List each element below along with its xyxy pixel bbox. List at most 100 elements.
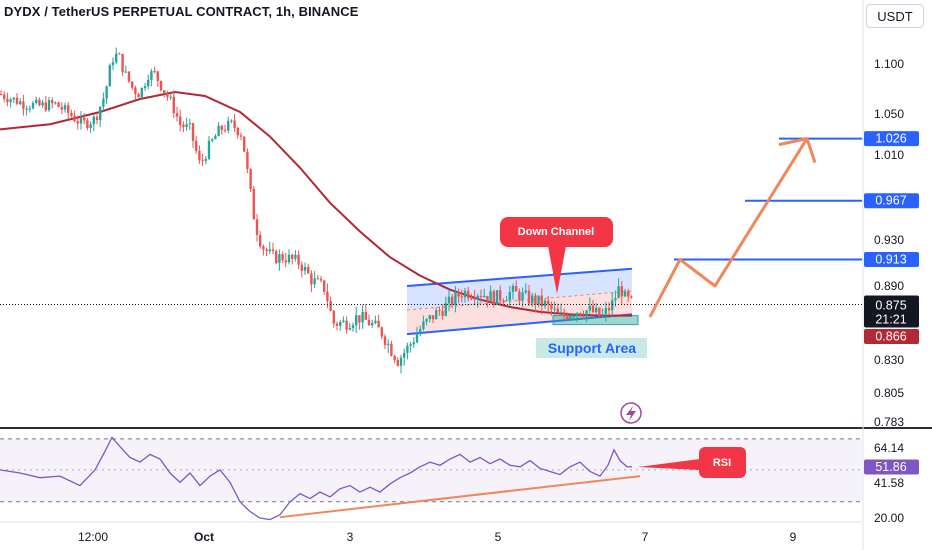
candle-body: [499, 290, 502, 301]
candle: [60, 102, 63, 115]
candle-body: [329, 301, 332, 311]
candle: [339, 320, 342, 331]
rsi-panel: RSI: [0, 436, 862, 521]
candle: [627, 288, 630, 303]
candle: [329, 296, 332, 312]
candle: [620, 281, 623, 305]
candle-body: [38, 99, 41, 106]
candle: [447, 289, 451, 312]
candle: [198, 145, 201, 164]
candle-body: [374, 320, 377, 323]
candle-body: [214, 136, 217, 140]
candle: [300, 261, 303, 278]
candle: [137, 92, 140, 98]
candle: [399, 354, 403, 374]
candle: [470, 293, 473, 301]
candle-body: [239, 135, 243, 137]
time-tick-label: 12:00: [78, 530, 108, 544]
candle-body: [230, 120, 233, 122]
candle: [374, 315, 377, 325]
candle: [115, 47, 118, 64]
currency-button[interactable]: USDT: [866, 4, 924, 28]
candle: [143, 82, 147, 91]
candle-body: [367, 319, 371, 326]
candle: [281, 251, 284, 263]
price-tick-label: 0.805: [874, 386, 904, 400]
candle: [294, 249, 297, 262]
candle: [543, 298, 547, 310]
candle: [518, 288, 521, 305]
candle-body: [470, 298, 473, 300]
candle: [588, 297, 591, 314]
candle-body: [51, 100, 54, 104]
candle: [6, 92, 9, 107]
candle: [403, 348, 406, 366]
rsi-callout-pointer: [638, 459, 700, 470]
candle: [124, 65, 127, 74]
rsi-axis[interactable]: 64.14 41.58 20.00: [874, 441, 904, 525]
candle-body: [566, 315, 569, 319]
price-tick-label: 0.830: [874, 353, 904, 367]
candle-body: [515, 285, 518, 292]
candle-body: [355, 315, 358, 326]
target-level-badge: 0.967: [864, 193, 919, 209]
candle: [604, 301, 607, 322]
time-axis[interactable]: 12:00 Oct 3 5 7 9: [78, 530, 797, 544]
candle: [179, 109, 182, 132]
candle-body: [403, 352, 406, 358]
candle: [227, 116, 230, 134]
candle-body: [67, 105, 70, 113]
candle: [54, 101, 57, 105]
candle: [175, 106, 179, 122]
candle: [406, 342, 409, 360]
candle: [249, 168, 252, 192]
support-area-label: Support Area: [548, 340, 636, 356]
candle: [102, 92, 105, 111]
candle-body: [550, 304, 553, 309]
candle: [463, 287, 467, 303]
candle: [57, 101, 60, 108]
candle-body: [166, 93, 169, 98]
candle-body: [623, 291, 627, 297]
candle: [563, 308, 566, 319]
price-axis[interactable]: 1.100 1.050 1.010 0.930 0.890 0.830 0.805 0.783: [874, 57, 904, 429]
candle-body: [265, 249, 268, 252]
candle-body: [444, 303, 447, 316]
candle-body: [41, 102, 44, 106]
candle-body: [15, 97, 19, 105]
candle: [454, 286, 457, 313]
rsi-callout-label: RSI: [713, 457, 731, 469]
candle-body: [9, 99, 12, 103]
candle-body: [307, 266, 310, 274]
candle-body: [463, 290, 467, 298]
candle: [233, 114, 236, 133]
channel-upper-line: [406, 267, 633, 287]
lightning-icon-bolt: [626, 406, 636, 421]
candle: [569, 314, 572, 321]
candle: [211, 137, 214, 143]
candle: [31, 101, 35, 110]
candle-body: [422, 321, 425, 330]
candle: [195, 136, 198, 154]
candle: [41, 99, 44, 108]
candle-body: [505, 300, 508, 302]
candle-body: [483, 295, 486, 298]
candle-body: [294, 254, 297, 259]
candle: [25, 105, 28, 116]
candle: [617, 278, 620, 299]
candle: [303, 262, 307, 276]
candle: [335, 321, 339, 331]
candle-body: [572, 316, 575, 318]
candle: [99, 106, 102, 128]
candle: [310, 270, 313, 293]
candle: [419, 325, 422, 337]
price-tick-label: 1.010: [874, 148, 904, 162]
time-tick-label: 5: [495, 530, 502, 544]
candle: [191, 122, 195, 148]
candle-body: [588, 305, 591, 311]
candle-body: [569, 316, 572, 319]
candle: [361, 304, 364, 329]
candle: [342, 316, 345, 323]
